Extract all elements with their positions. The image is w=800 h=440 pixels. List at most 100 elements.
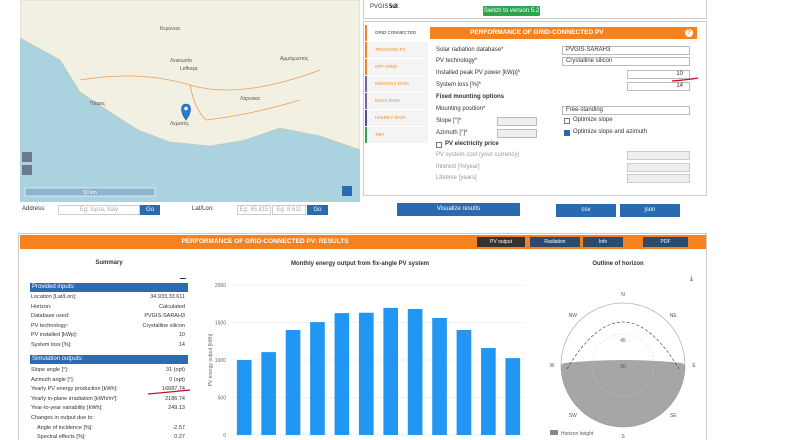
field-label: Slope [°]* [436, 118, 462, 124]
direction-label: W [550, 363, 555, 369]
bar [481, 348, 496, 435]
y-tick-label: 1000 [215, 358, 226, 364]
zoom-out [22, 165, 32, 175]
field-label: Installed peak PV power [kWp]* [436, 70, 521, 76]
tool-tab[interactable]: HOURLY DATA [365, 110, 428, 126]
summary-value: PVGIS-SARAH3 [144, 313, 185, 320]
azimuth-checkbox[interactable] [564, 130, 570, 136]
version-label: PVGIS ver. [370, 4, 400, 10]
cost-input[interactable] [627, 151, 690, 160]
address-input[interactable]: Eg: Ispra, Italy [58, 205, 140, 215]
horizon-fill [561, 360, 685, 427]
latlon-label: Lat/Lon: [192, 206, 214, 212]
field-label: PV system cost (your currency) [436, 152, 520, 158]
help-button[interactable]: ? [685, 29, 693, 37]
price-checkbox[interactable] [436, 142, 442, 148]
summary-value: 2186.74 [165, 395, 185, 402]
summary-label: Yearly in-plane irradiation [kWh/m²]: [31, 395, 118, 402]
summary-label: Year-to-year variability [kWh]: [31, 405, 103, 412]
scale-label: 50 km [83, 190, 97, 196]
input-field[interactable]: 14 [627, 82, 690, 91]
download-icon: ⤓ [690, 275, 693, 282]
input-field[interactable]: 10 [627, 70, 690, 79]
results-tab-button[interactable]: Radiation [530, 237, 580, 247]
map-place-label: Λάρνακα [240, 95, 260, 102]
land [20, 0, 360, 151]
scale-bar [24, 187, 156, 197]
bar [383, 307, 399, 435]
map-place-label: Λευκωσία [170, 58, 192, 64]
version-number: 5.3 [389, 4, 398, 10]
summary-value: 14 [178, 342, 185, 348]
ring-label: 90 [620, 364, 626, 370]
results-tab-button[interactable]: PDF [643, 237, 688, 247]
summary-label: Spectral effects [%]: [37, 434, 86, 440]
interest-input[interactable] [627, 163, 690, 172]
summary-label: Horizon: [31, 303, 52, 310]
json-button[interactable]: json [620, 204, 680, 217]
tool-tab[interactable]: GRID CONNECTED [365, 25, 428, 41]
address-go[interactable]: Go [140, 205, 160, 215]
inputs-header: Provided inputs: [30, 283, 188, 292]
summary-value: 249.13 [168, 405, 185, 412]
summary-value: 0.27 [174, 434, 185, 440]
horizon-title: Outline of horizon [592, 261, 644, 267]
azimuth-input[interactable] [497, 129, 537, 138]
summary-label: Yearly PV energy production [kWh]: [31, 386, 118, 393]
slope-input[interactable] [497, 117, 537, 126]
form-header: PERFORMANCE OF GRID-CONNECTED PV [430, 27, 697, 39]
summary-value: 34.933,33.611 [150, 294, 185, 300]
lifetime-input[interactable] [627, 174, 690, 183]
select-field[interactable]: Free-standing [562, 106, 690, 115]
download-icon[interactable] [180, 273, 186, 279]
slope-checkbox[interactable] [564, 118, 570, 124]
direction-label: SE [670, 413, 677, 419]
field-label: Interest [%/year] [436, 164, 480, 170]
bar [261, 352, 276, 435]
tool-tab[interactable]: TRACKING PV [365, 42, 428, 58]
tool-tab[interactable]: DAILY DATA [365, 93, 428, 109]
switch-version-button[interactable]: Switch to version 5.2 [483, 6, 540, 16]
summary-value: 16687.74 [162, 386, 185, 393]
legend-label: Horizon height [561, 431, 594, 437]
results-tab-button[interactable]: Info [583, 237, 623, 247]
results-panel [18, 233, 707, 440]
summary-value: Crystalline silicon [142, 322, 186, 329]
summary-value: 0 (opt) [169, 376, 185, 383]
csv-button[interactable]: csv [556, 204, 616, 217]
tool-tab[interactable]: MONTHLY DATA [365, 76, 428, 92]
select-field[interactable]: PVGIS-SARAH3 [562, 46, 690, 55]
bar [407, 309, 423, 435]
info-button [342, 186, 352, 196]
direction-label: S [621, 434, 625, 440]
select-field[interactable]: Crystalline silicon [562, 57, 690, 66]
latlon-go[interactable]: Go [307, 205, 328, 215]
chart-title: Monthly energy output from fix-angle PV … [291, 261, 429, 267]
tool-tab[interactable]: TMY [365, 127, 428, 143]
legend-swatch [550, 430, 558, 435]
map-place-label: Lefkoşa [180, 66, 198, 72]
tool-tab[interactable]: OFF-GRID [365, 59, 428, 75]
road [189, 84, 301, 121]
direction-label: N [621, 292, 625, 298]
map-place-label: Αμμόχωστος [280, 55, 309, 62]
price-header: PV electricity price [445, 141, 499, 147]
field-label: Lifetime [years] [436, 175, 477, 181]
ring [591, 333, 655, 397]
lat-input[interactable]: Eg: 45.815 [237, 205, 271, 215]
summary-value: -2.57 [172, 424, 185, 431]
horizon-chart: Outline of horizon ⤓ N NE E SE S SW W NW 45 90 Horiz… [550, 261, 697, 440]
bar [456, 330, 472, 435]
results-tab-button[interactable]: PV output [477, 237, 525, 247]
summary-label: Location [Lat/Lon]: [31, 294, 77, 300]
field-label: PV technology* [436, 58, 478, 64]
field-label: Solar radiation database* [436, 47, 504, 53]
results-title: PERFORMANCE OF GRID-CONNECTED PV: RESULT… [181, 238, 349, 245]
address-label: Address: [22, 206, 46, 212]
lon-input[interactable]: Eg: 8.611 [272, 205, 306, 215]
y-tick-label: 500 [218, 396, 227, 402]
summary-value: 10 [178, 332, 185, 339]
visualize-button[interactable]: Visualize results [397, 203, 520, 216]
bar [285, 330, 301, 435]
